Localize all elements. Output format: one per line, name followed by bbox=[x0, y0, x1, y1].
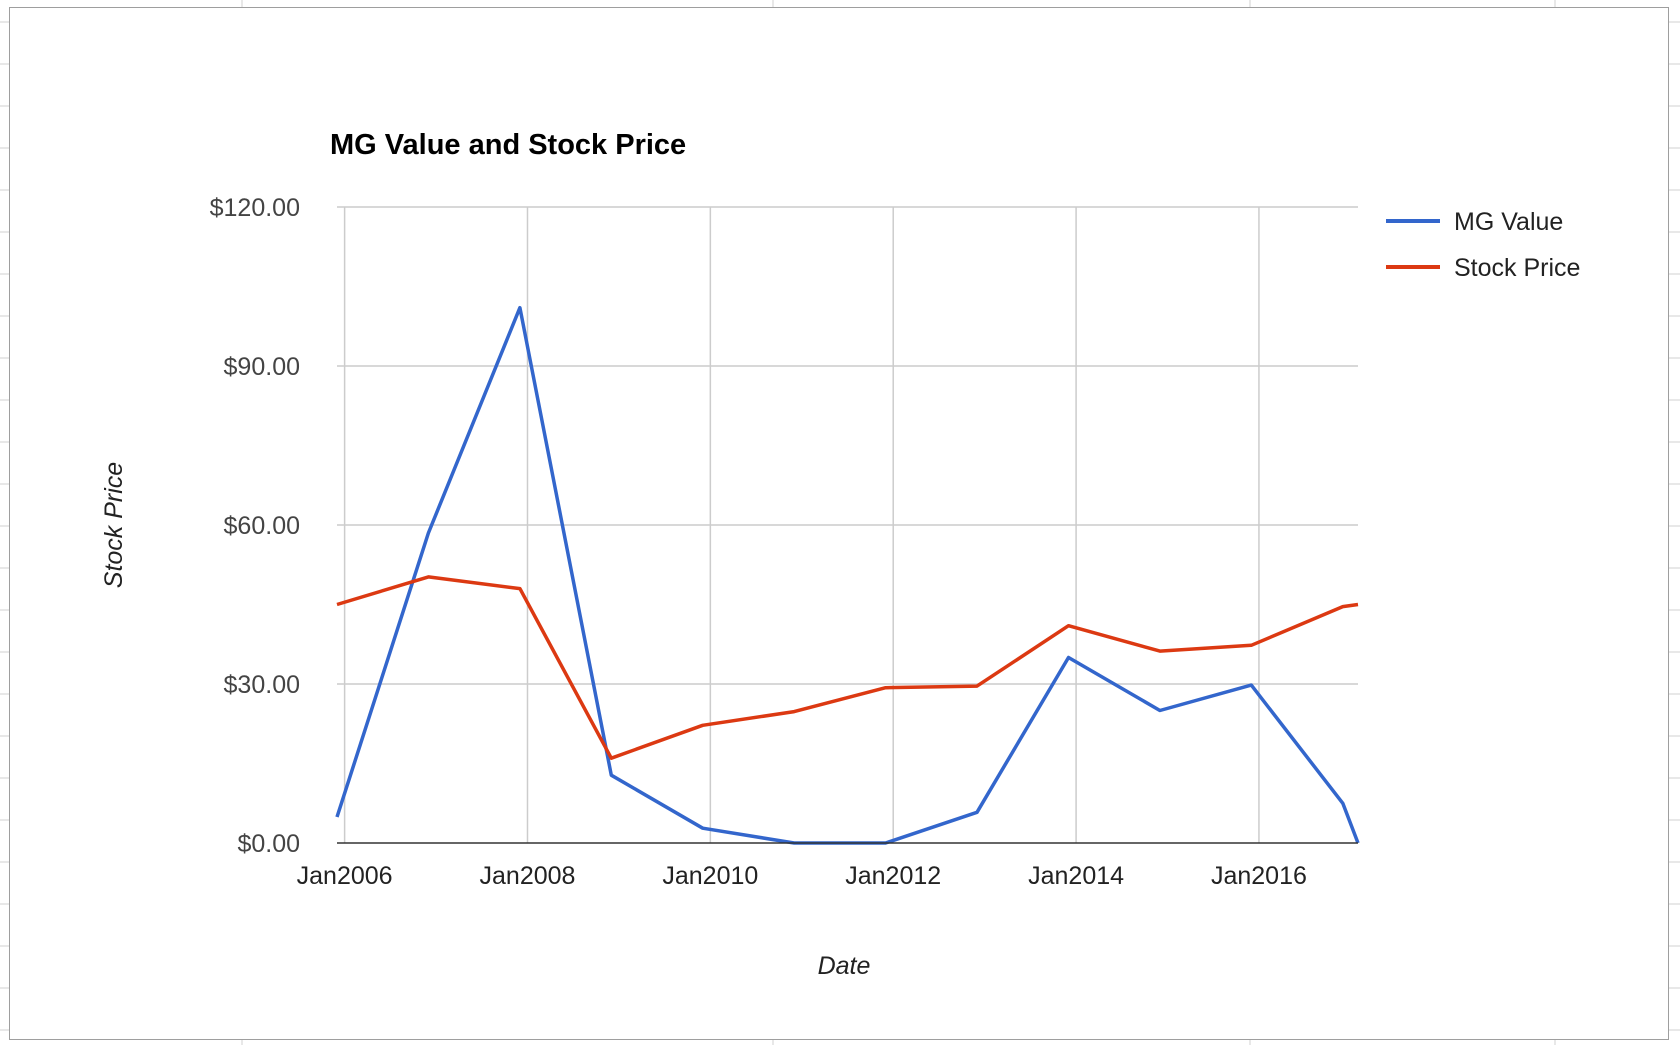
y-tick-label: $120.00 bbox=[210, 194, 300, 222]
x-tick-label: Jan2012 bbox=[845, 862, 941, 890]
chart-title: MG Value and Stock Price bbox=[330, 129, 686, 161]
legend-label-mg-value: MG Value bbox=[1454, 208, 1563, 236]
x-tick-label: Jan2016 bbox=[1211, 862, 1307, 890]
x-tick-label: Jan2006 bbox=[297, 862, 393, 890]
x-tick-label: Jan2014 bbox=[1028, 862, 1124, 890]
y-tick-label: $0.00 bbox=[237, 830, 300, 858]
series-line-mg-value bbox=[335, 305, 1360, 845]
x-tick-label: Jan2008 bbox=[480, 862, 576, 890]
y-tick-label: $90.00 bbox=[224, 353, 300, 381]
y-tick-label: $60.00 bbox=[224, 512, 300, 540]
line-chart: MG Value and Stock Price $0.00 $30.00 $60.… bbox=[100, 129, 1580, 980]
chart-frame[interactable]: MG Value and Stock Price $0.00 $30.00 $60.… bbox=[9, 7, 1669, 1040]
x-axis-title: Date bbox=[818, 952, 871, 980]
series-lines bbox=[335, 305, 1360, 845]
y-axis-ticks: $0.00 $30.00 $60.00 $90.00 $120.00 bbox=[210, 194, 300, 858]
legend: MG Value Stock Price bbox=[1386, 208, 1580, 282]
gridlines bbox=[337, 206, 1358, 843]
legend-label-stock-price: Stock Price bbox=[1454, 254, 1580, 282]
x-axis-ticks: Jan2006 Jan2008 Jan2010 Jan2012 Jan2014 Jan20… bbox=[297, 862, 1307, 890]
x-tick-label: Jan2010 bbox=[662, 862, 758, 890]
y-tick-label: $30.00 bbox=[224, 671, 300, 699]
y-axis-title: Stock Price bbox=[100, 462, 128, 588]
series-line-stock-price bbox=[336, 575, 1359, 760]
